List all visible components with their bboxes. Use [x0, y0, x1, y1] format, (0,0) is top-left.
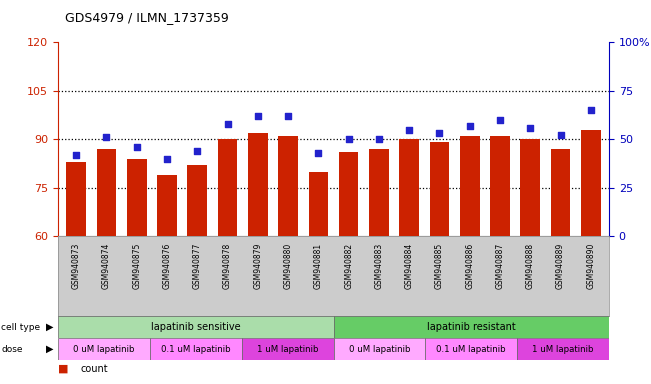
Bar — [369, 149, 389, 236]
Point — [313, 150, 324, 156]
Text: lapatinib resistant: lapatinib resistant — [427, 322, 516, 332]
Point — [555, 132, 566, 138]
Bar — [157, 175, 177, 236]
Point — [465, 122, 475, 129]
Bar — [333, 338, 425, 360]
Text: GSM940874: GSM940874 — [102, 243, 111, 289]
Text: GSM940880: GSM940880 — [284, 243, 292, 289]
Point — [344, 136, 354, 142]
Text: GSM940882: GSM940882 — [344, 243, 353, 289]
Text: GSM940890: GSM940890 — [587, 243, 595, 289]
Text: dose: dose — [1, 345, 23, 354]
Text: GSM940875: GSM940875 — [132, 243, 141, 289]
Text: GSM940881: GSM940881 — [314, 243, 323, 289]
Text: 0 uM lapatinib: 0 uM lapatinib — [73, 345, 135, 354]
Point — [132, 144, 142, 150]
Bar — [517, 338, 609, 360]
Point — [192, 148, 202, 154]
Bar — [242, 338, 333, 360]
Bar — [309, 172, 328, 236]
Text: GSM940888: GSM940888 — [526, 243, 534, 289]
Bar — [333, 316, 609, 338]
Text: cell type: cell type — [1, 323, 40, 332]
Bar — [430, 142, 449, 236]
Text: GSM940877: GSM940877 — [193, 243, 202, 289]
Bar — [127, 159, 146, 236]
Text: GSM940886: GSM940886 — [465, 243, 474, 289]
Text: 0.1 uM lapatinib: 0.1 uM lapatinib — [436, 345, 506, 354]
Text: count: count — [81, 364, 109, 374]
Text: ■: ■ — [58, 364, 68, 374]
Text: 0 uM lapatinib: 0 uM lapatinib — [349, 345, 410, 354]
Text: GDS4979 / ILMN_1737359: GDS4979 / ILMN_1737359 — [64, 12, 229, 25]
Bar — [150, 338, 242, 360]
Text: 0.1 uM lapatinib: 0.1 uM lapatinib — [161, 345, 230, 354]
Point — [71, 152, 81, 158]
Bar — [248, 133, 268, 236]
Point — [162, 156, 173, 162]
Point — [525, 124, 536, 131]
Point — [434, 130, 445, 136]
Point — [223, 121, 233, 127]
Point — [404, 126, 415, 132]
Bar — [278, 136, 298, 236]
Text: 1 uM lapatinib: 1 uM lapatinib — [257, 345, 318, 354]
Text: GSM940884: GSM940884 — [405, 243, 413, 289]
Text: 1 uM lapatinib: 1 uM lapatinib — [533, 345, 594, 354]
Point — [102, 134, 112, 140]
Text: GSM940876: GSM940876 — [163, 243, 171, 289]
Text: GSM940883: GSM940883 — [374, 243, 383, 289]
Bar — [339, 152, 359, 236]
Bar — [58, 316, 333, 338]
Bar — [490, 136, 510, 236]
Bar — [551, 149, 570, 236]
Text: GSM940885: GSM940885 — [435, 243, 444, 289]
Point — [283, 113, 294, 119]
Bar — [425, 338, 517, 360]
Bar — [217, 139, 238, 236]
Point — [495, 117, 505, 123]
Point — [253, 113, 263, 119]
Bar — [66, 162, 86, 236]
Text: ▶: ▶ — [46, 344, 54, 354]
Text: GSM940878: GSM940878 — [223, 243, 232, 289]
Bar — [96, 149, 117, 236]
Bar — [399, 139, 419, 236]
Text: GSM940873: GSM940873 — [72, 243, 81, 289]
Bar — [58, 338, 150, 360]
Text: lapatinib sensitive: lapatinib sensitive — [151, 322, 241, 332]
Text: GSM940879: GSM940879 — [253, 243, 262, 289]
Bar — [581, 129, 601, 236]
Text: ▶: ▶ — [46, 322, 54, 332]
Text: GSM940887: GSM940887 — [495, 243, 505, 289]
Bar — [187, 165, 207, 236]
Bar — [520, 139, 540, 236]
Bar — [460, 136, 480, 236]
Point — [586, 107, 596, 113]
Point — [374, 136, 384, 142]
Text: GSM940889: GSM940889 — [556, 243, 565, 289]
